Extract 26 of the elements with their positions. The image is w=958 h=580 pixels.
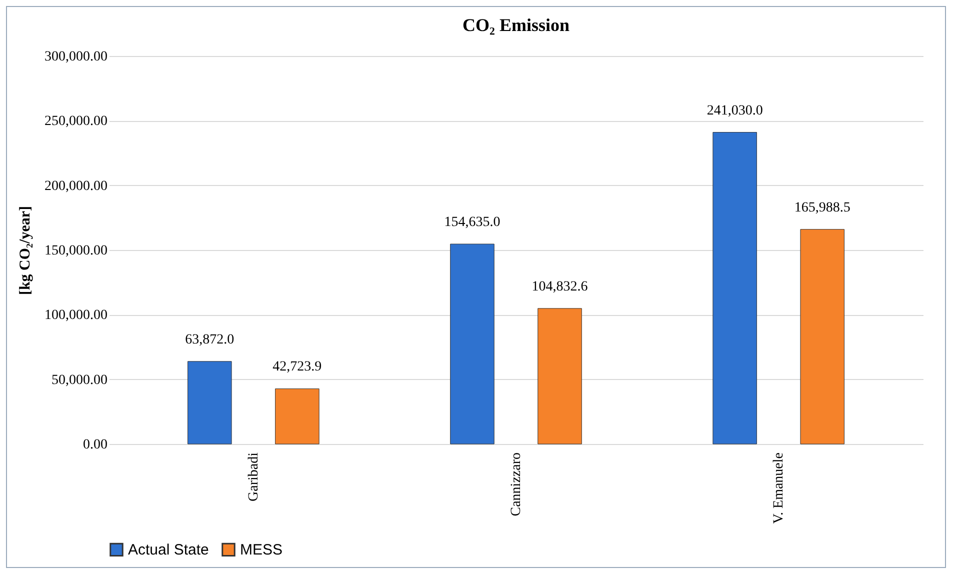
legend-label: Actual State [128,542,209,559]
y-tick-label: 50,000.00 [52,372,108,388]
bar [712,132,757,444]
y-tick-label: 0.00 [83,438,108,452]
y-axis-title: [kg CO₂/year] [18,206,34,296]
y-tick-label: 300,000.00 [44,50,108,64]
y-tick-label: 150,000.00 [44,244,108,258]
x-tick-label: Garibadi [246,452,262,502]
legend-label: MESS [240,542,283,559]
x-tick-label: Cannizzaro [509,452,524,516]
data-label: 104,832.6 [532,279,588,294]
data-label: 165,988.5 [794,200,850,216]
y-tick-label: 250,000.00 [44,114,108,130]
bar [188,361,232,444]
x-tick-label: V. Emanuele [772,452,787,524]
bar [800,229,844,444]
chart-title: CO₂ Emission [462,15,570,35]
y-tick-label: 200,000.00 [44,178,108,194]
y-tick-label: 100,000.00 [44,308,108,324]
bar [275,388,320,444]
data-label: 63,872.0 [185,332,234,348]
data-label: 42,723.9 [272,360,322,375]
bar [538,308,582,444]
bar [450,244,494,444]
data-label: 241,030.0 [706,103,763,118]
data-label: 154,635.0 [444,215,500,230]
